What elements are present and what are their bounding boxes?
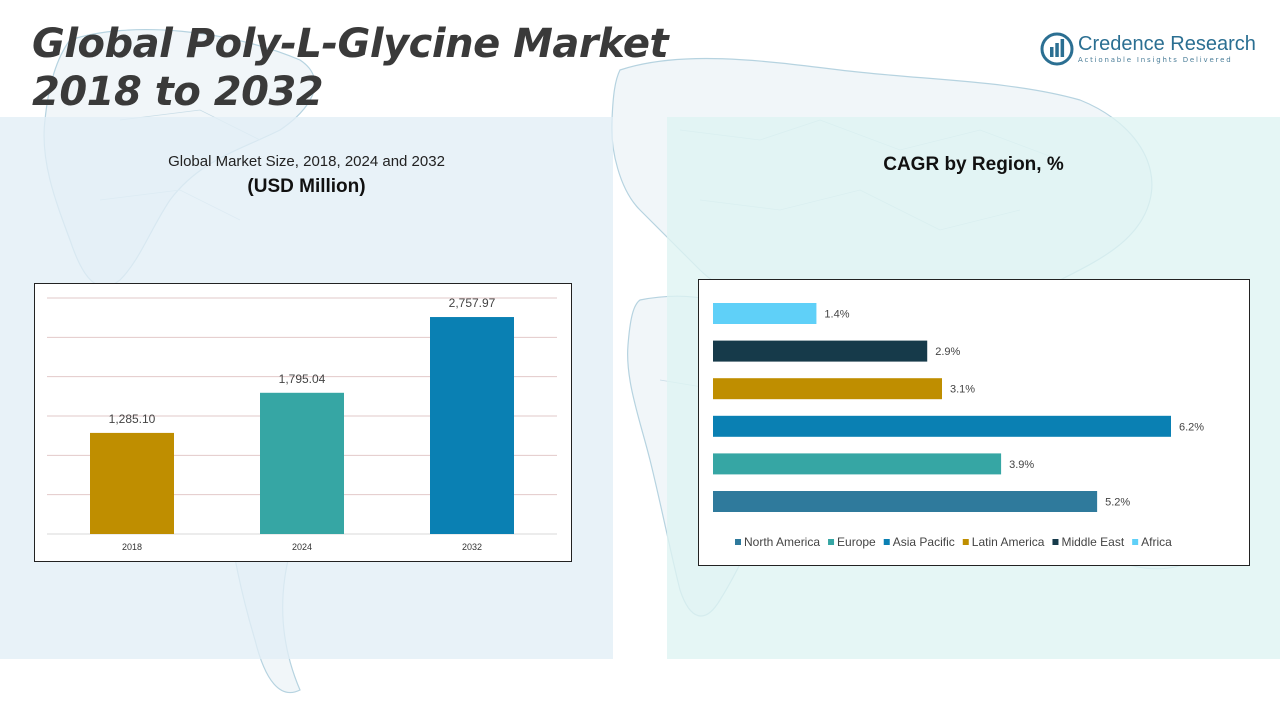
legend-swatch-europe [828, 539, 835, 545]
legend-label-middle-east: Middle East [1061, 535, 1124, 549]
data-label-2024: 1,795.04 [279, 372, 326, 386]
bar-middle-east [713, 340, 928, 362]
market-size-chart-svg: 1,285.10 2018 1,795.04 2024 2,757.97 2032 [47, 296, 557, 552]
legend-swatch-north-america [735, 539, 741, 545]
page-title: Global Poly-L-Glycine Market 2018 to 203… [32, 20, 669, 116]
cagr-chart: 1.4% 2.9% 3.1% 6.2% 3.9% 5.2% North America Eur… [698, 279, 1250, 566]
logo-name: Credence Research [1078, 33, 1256, 55]
legend-label-latin-america: Latin America [972, 535, 1045, 549]
data-label-africa: 1.4% [824, 309, 849, 321]
data-label-north-america: 5.2% [1105, 497, 1130, 509]
market-size-unit: (USD Million) [247, 176, 366, 197]
logo-mark-icon [1040, 32, 1074, 66]
legend-label-europe: Europe [837, 535, 876, 549]
data-label-2018: 1,285.10 [109, 412, 156, 426]
legend-swatch-africa [1132, 539, 1139, 545]
data-label-2032: 2,757.97 [449, 296, 496, 310]
data-label-asia-pacific: 6.2% [1179, 421, 1204, 433]
company-logo: Credence Research Actionable Insights De… [1040, 32, 1260, 72]
bar-europe [713, 453, 1002, 475]
data-label-latin-america: 3.1% [950, 384, 975, 396]
legend-swatch-middle-east [1052, 539, 1059, 545]
bar-north-america [713, 491, 1098, 512]
market-size-subtitle: Global Market Size, 2018, 2024 and 2032 [168, 153, 445, 170]
legend-label-north-america: North America [744, 535, 820, 549]
x-tick-label-2032: 2032 [462, 542, 482, 552]
legend-label-africa: Africa [1141, 535, 1172, 549]
data-label-middle-east: 2.9% [935, 346, 960, 358]
title-line-1: Global Poly-L-Glycine Market [32, 21, 669, 67]
logo-tagline: Actionable Insights Delivered [1078, 56, 1233, 64]
bar-2032 [430, 317, 514, 534]
bar-2024 [260, 392, 344, 534]
data-label-europe: 3.9% [1009, 459, 1034, 471]
legend-swatch-asia-pacific [883, 539, 890, 545]
title-line-2: 2018 to 2032 [32, 69, 324, 115]
bar-latin-america [713, 378, 942, 400]
x-tick-label-2018: 2018 [122, 542, 142, 552]
x-tick-label-2024: 2024 [292, 542, 312, 552]
legend-swatch-latin-america [962, 539, 969, 545]
cagr-title: CAGR by Region, % [883, 154, 1064, 175]
bar-2018 [90, 432, 174, 534]
legend-label-asia-pacific: Asia Pacific [893, 535, 955, 549]
cagr-chart-svg: 1.4% 2.9% 3.1% 6.2% 3.9% 5.2% North America Eur… [713, 303, 1204, 549]
bar-africa [713, 303, 817, 324]
bar-asia-pacific [713, 415, 1171, 437]
market-size-chart: 1,285.10 2018 1,795.04 2024 2,757.97 2032 [34, 283, 572, 562]
